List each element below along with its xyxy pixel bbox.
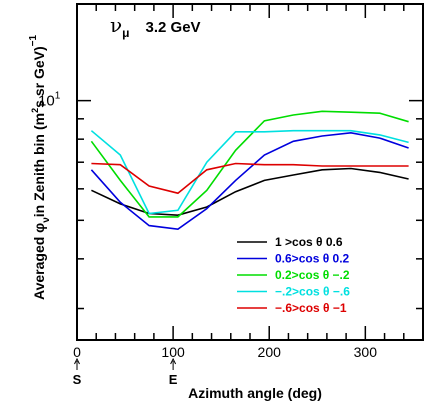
- x-tick-label: 300: [354, 344, 378, 360]
- yunit-left: (m: [31, 113, 47, 130]
- yunit-mid: s sr GeV): [31, 46, 47, 107]
- chart-title: νμ 3.2 GeV: [110, 13, 201, 40]
- yunit-exp: −1: [28, 35, 39, 47]
- series-line-4: [90, 129, 409, 215]
- plot-area: 0 100 200 300 S E: [73, 3, 424, 387]
- legend-label: 0.6>cos θ 0.2: [275, 252, 350, 266]
- ylabel-rest: in Zenith bin: [31, 134, 47, 217]
- x-tick-label: 100: [161, 344, 185, 360]
- x-tick-label: 200: [258, 344, 282, 360]
- series-line-3: [90, 110, 409, 218]
- direction-label: E: [169, 372, 178, 387]
- legend-label: 1 >cos θ 0.6: [275, 235, 343, 249]
- y-tick-label-10: 101: [38, 91, 61, 110]
- x-tick-label: 0: [73, 344, 81, 360]
- legend-label: −.6>cos θ −1: [275, 301, 347, 315]
- y-axis-label: Averaged φνin Zenith bin: [31, 134, 52, 300]
- y-tick-exp: 1: [55, 91, 61, 102]
- direction-arrowhead: [170, 357, 177, 365]
- series-line-2: [90, 131, 409, 231]
- y-tick-base: 10: [38, 93, 55, 110]
- direction-label: S: [73, 372, 82, 387]
- series-line-5: [91, 162, 409, 195]
- direction-arrowhead: [74, 357, 80, 365]
- title-energy: 3.2 GeV: [146, 19, 201, 36]
- legend-label: −.2>cos θ −.6: [275, 285, 350, 299]
- x-axis-label: Azimuth angle (deg): [188, 385, 322, 401]
- title-particle: ν: [110, 13, 122, 37]
- legend: 1 >cos θ 0.6 0.6>cos θ 0.2 0.2>cos θ −.2 −.…: [237, 235, 350, 315]
- yunit-sq: 2: [30, 108, 40, 113]
- legend-label: 0.2>cos θ −.2: [275, 268, 350, 282]
- ylabel-sub: ν: [41, 217, 52, 223]
- ylabel-main: Averaged φ: [31, 223, 47, 300]
- y-axis-unit: (m2s sr GeV)−1: [28, 35, 47, 130]
- title-subscript: μ: [122, 26, 129, 40]
